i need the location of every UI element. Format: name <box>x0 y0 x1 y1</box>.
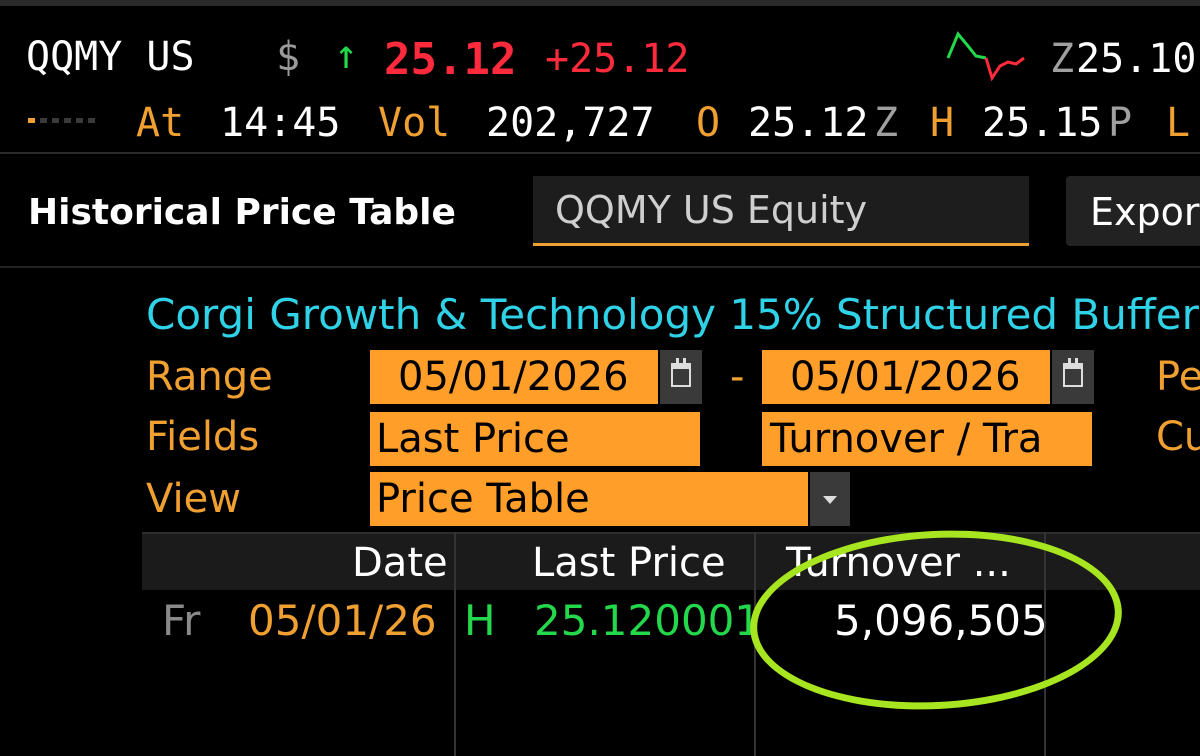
row-flag: H <box>464 596 496 645</box>
activity-dots <box>28 118 95 123</box>
range-separator: - <box>730 354 745 400</box>
divider <box>0 266 1200 268</box>
export-label: Expor <box>1090 190 1200 234</box>
row-day: Fr <box>162 596 201 645</box>
currency-label: Cu <box>1156 414 1200 460</box>
vol-label: Vol <box>378 100 451 146</box>
field-1-value: Last Price <box>376 416 570 462</box>
export-button[interactable]: Expor <box>1066 176 1200 246</box>
range-end-value: 05/01/2026 <box>790 354 1021 400</box>
field-1-input[interactable]: Last Price <box>370 412 700 466</box>
trade-time: 14:45 <box>220 100 341 146</box>
security-input[interactable]: QQMY US Equity <box>533 176 1029 246</box>
field-2-value: Turnover / Tra <box>770 416 1043 462</box>
fund-name: Corgi Growth & Technology 15% Structured… <box>146 290 1199 339</box>
row-date: 05/01/26 <box>248 596 437 645</box>
bid-condition: Z <box>1050 36 1075 82</box>
open-condition: Z <box>874 100 899 146</box>
range-start-value: 05/01/2026 <box>398 354 629 400</box>
row-turnover: 5,096,505 <box>834 596 1048 645</box>
column-divider <box>1044 532 1046 756</box>
high-label: H <box>930 100 955 146</box>
fields-label: Fields <box>146 414 260 460</box>
panel-title: Historical Price Table <box>28 192 456 233</box>
bid-price: 25.10 <box>1076 36 1197 82</box>
column-header-turnover[interactable]: Turnover ... <box>786 540 1011 586</box>
security-value: QQMY US Equity <box>555 188 868 232</box>
column-header-last-price[interactable]: Last Price <box>532 540 726 586</box>
range-end-field[interactable]: 05/01/2026 <box>762 350 1050 404</box>
currency-symbol: $ <box>276 34 301 80</box>
period-label: Pe <box>1156 354 1200 400</box>
open-label: O <box>696 100 721 146</box>
net-change: +25.12 <box>545 36 690 82</box>
row-last-price: 25.120001 <box>534 596 762 645</box>
top-border <box>0 0 1200 6</box>
ticker-symbol[interactable]: QQMY US <box>26 34 195 80</box>
up-arrow-icon: ↑ <box>334 32 359 78</box>
high-condition: P <box>1108 100 1133 146</box>
range-label: Range <box>146 354 273 400</box>
volume-value: 202,727 <box>486 100 655 146</box>
price-table: Date Last Price Turnover ... Fr 05/01/26… <box>142 532 1200 756</box>
view-dropdown[interactable]: Price Table <box>370 472 808 526</box>
calendar-icon[interactable] <box>1052 350 1094 404</box>
calendar-icon[interactable] <box>660 350 702 404</box>
low-label: L <box>1166 100 1191 146</box>
open-value: 25.12 <box>748 100 869 146</box>
view-value: Price Table <box>376 476 590 522</box>
ticker-header: QQMY US $ ↑ 25.12 +25.12 Z 25.10 At 14:4… <box>0 6 1200 154</box>
column-header-date[interactable]: Date <box>352 540 448 586</box>
high-value: 25.15 <box>982 100 1103 146</box>
chevron-down-icon[interactable] <box>810 472 850 526</box>
column-divider <box>454 532 456 756</box>
table-header: Date Last Price Turnover ... <box>142 532 1200 590</box>
field-2-input[interactable]: Turnover / Tra <box>762 412 1092 466</box>
quote-line: At 14:45 Vol 202,727 O 25.12 Z H 25.15 P… <box>0 98 1200 148</box>
view-label: View <box>146 476 241 522</box>
sparkline-icon <box>946 31 1025 82</box>
column-divider <box>754 532 756 756</box>
range-start-field[interactable]: 05/01/2026 <box>370 350 658 404</box>
at-label: At <box>136 100 185 146</box>
last-price: 25.12 <box>384 34 517 85</box>
